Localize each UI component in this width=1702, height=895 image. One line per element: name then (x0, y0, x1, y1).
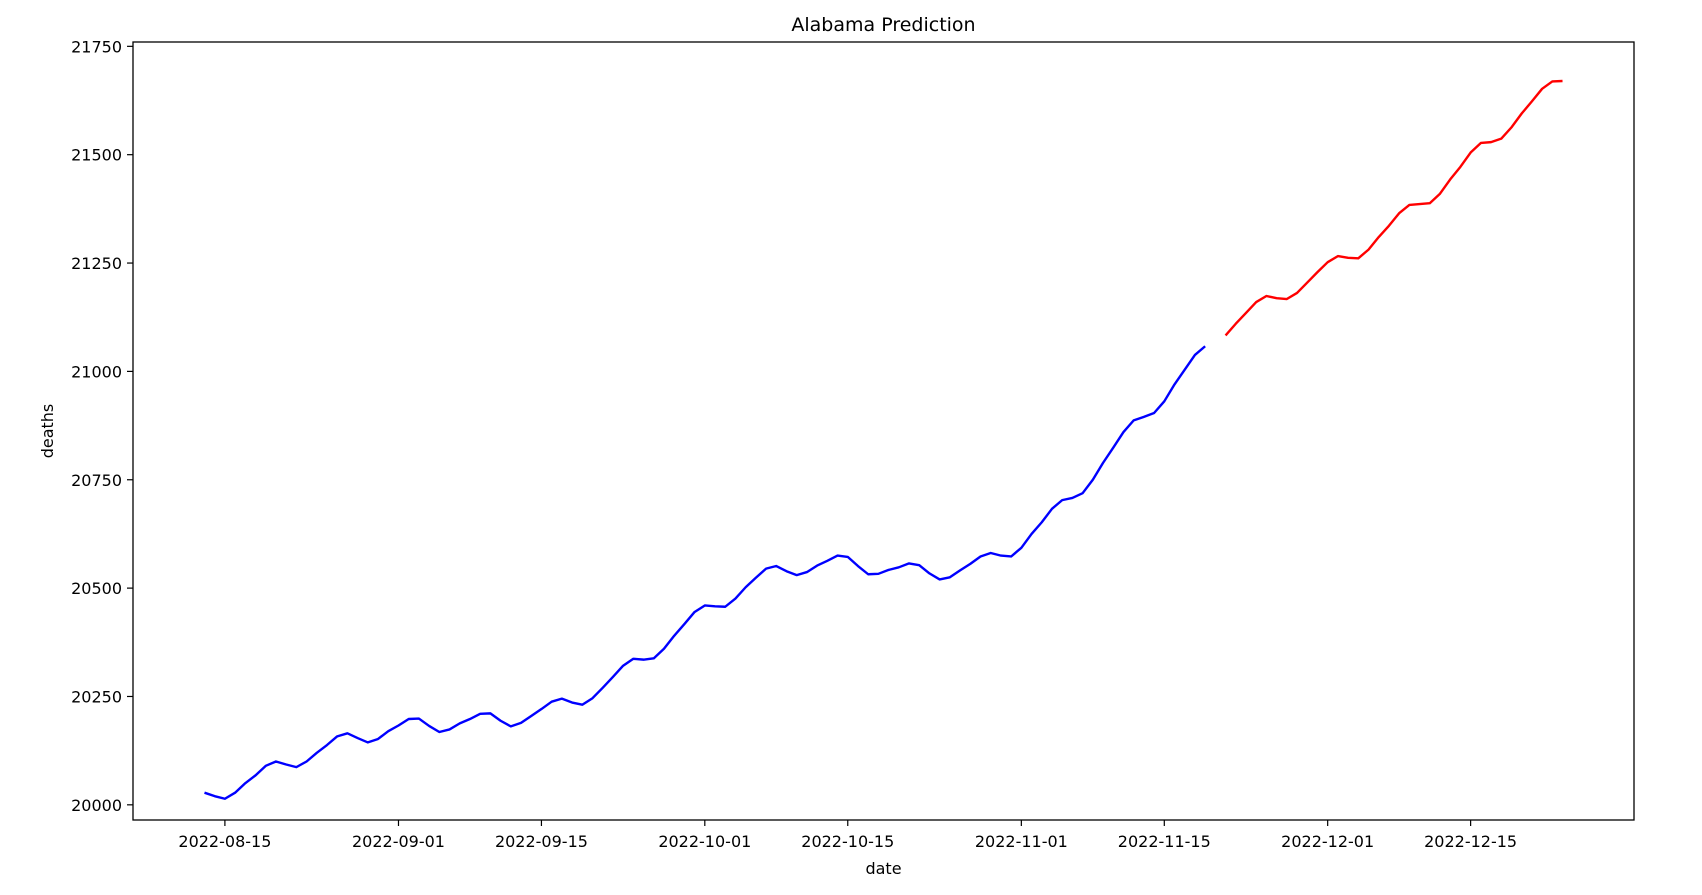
y-tick-label: 20250 (71, 687, 122, 706)
y-tick-label: 21000 (71, 362, 122, 381)
x-tick-label: 2022-09-01 (352, 832, 445, 851)
series-line-2 (1224, 79, 1563, 337)
y-tick-label: 21250 (71, 254, 122, 273)
y-tick-label: 21500 (71, 146, 122, 165)
series-lines (204, 79, 1563, 800)
y-tick-label: 20750 (71, 471, 122, 490)
chart-title: Alabama Prediction (791, 14, 975, 36)
x-axis-title: date (865, 859, 901, 878)
y-tick-label: 20000 (71, 796, 122, 815)
x-tick-label: 2022-10-01 (658, 832, 751, 851)
y-tick-label: 20500 (71, 579, 122, 598)
x-tick-label: 2022-12-01 (1281, 832, 1374, 851)
plot-frame (132, 41, 1635, 821)
y-tick-label: 21750 (71, 37, 122, 56)
x-tick-label: 2022-12-15 (1424, 832, 1517, 851)
x-tick-label: 2022-11-15 (1118, 832, 1211, 851)
x-tick-label: 2022-11-01 (975, 832, 1068, 851)
x-tick-label: 2022-09-15 (495, 832, 588, 851)
y-axis: 20000 20250 20500 20750 21000 21250 21500 21750 (71, 37, 133, 815)
x-tick-label: 2022-10-15 (801, 832, 894, 851)
y-axis-title: deaths (38, 404, 57, 459)
series-line-1 (204, 345, 1206, 800)
x-axis: 2022-08-15 2022-09-01 2022-09-15 2022-10-01… (178, 820, 1517, 851)
x-tick-label: 2022-08-15 (178, 832, 271, 851)
